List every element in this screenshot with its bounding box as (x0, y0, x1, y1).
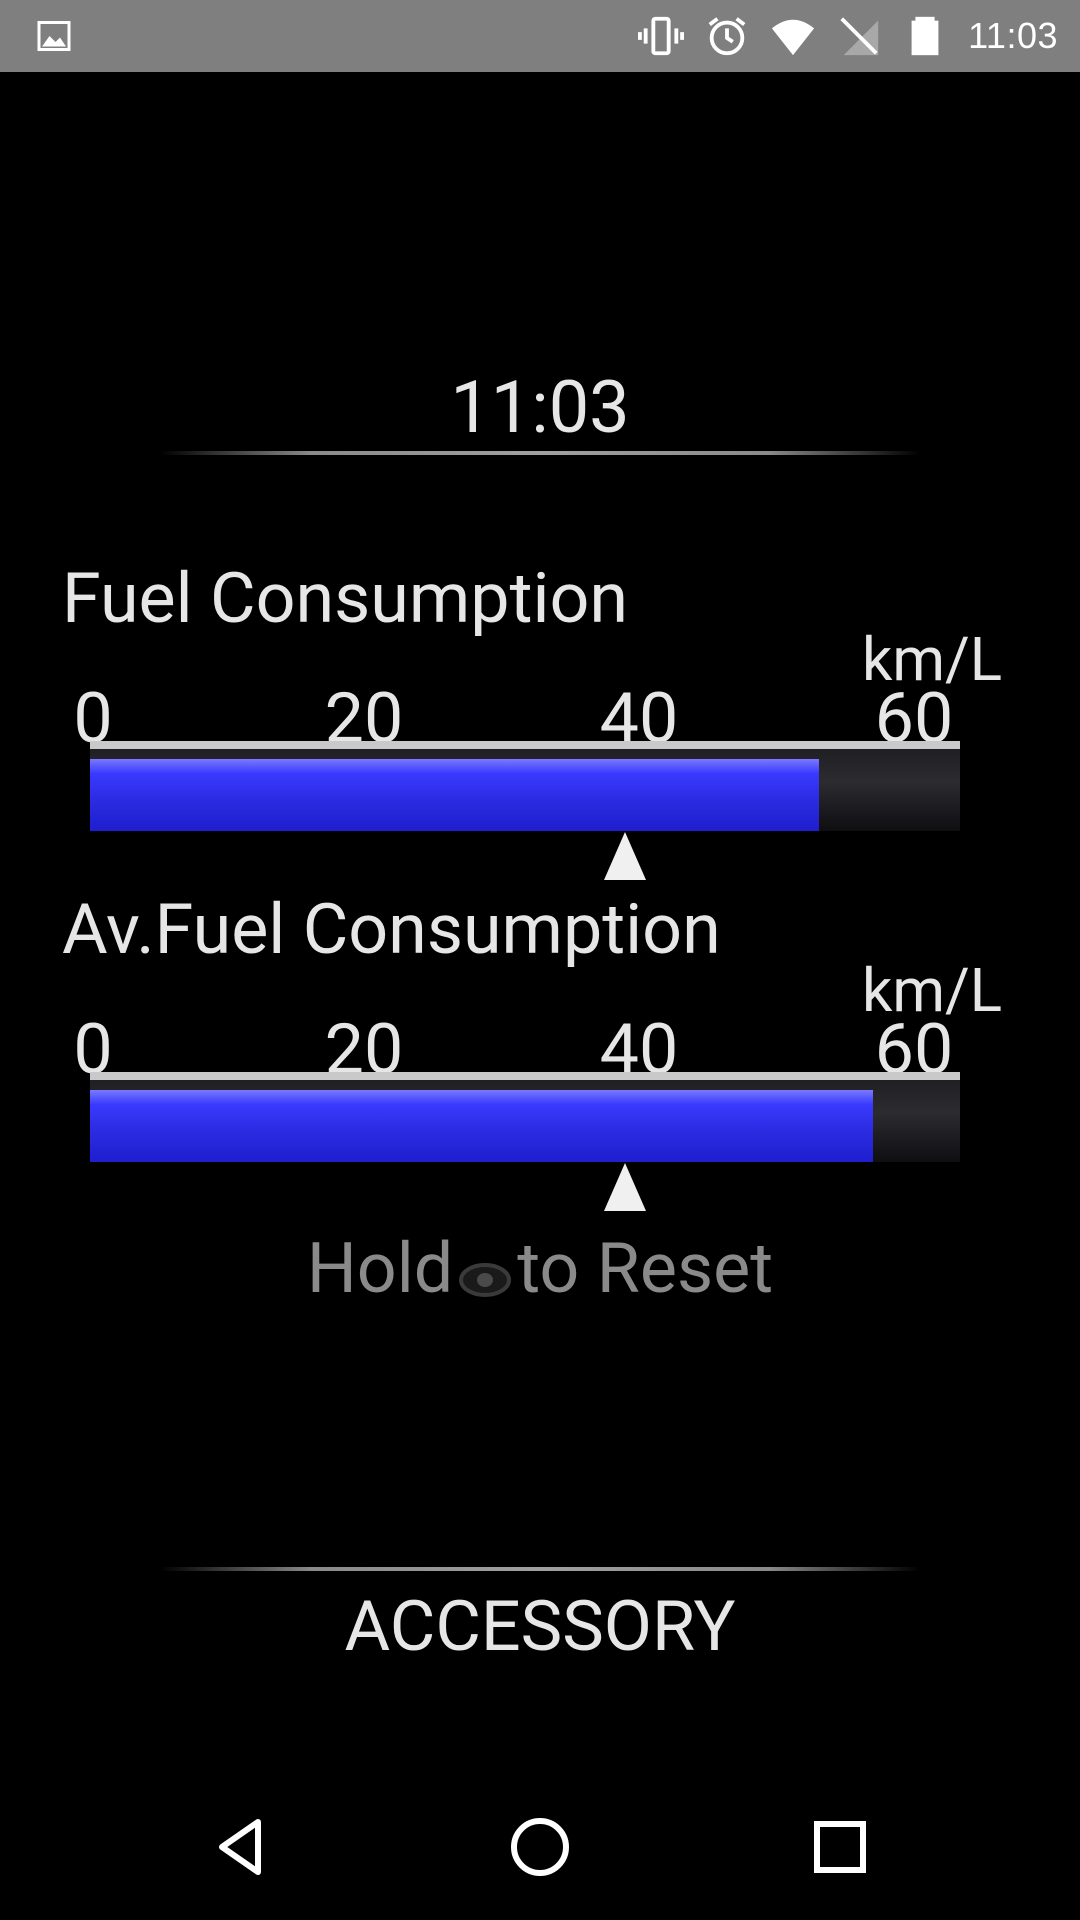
vibrate-icon (638, 16, 685, 56)
clock: 11:03 (450, 365, 630, 450)
status-bar: 11:03 (0, 0, 1080, 72)
reset-hint[interactable]: Hold to Reset (0, 1228, 1080, 1310)
av-fuel-consumption-title: Av.Fuel Consumption (62, 889, 721, 971)
av-fuel-consumption-gauge (90, 1072, 960, 1162)
av-fuel-consumption-marker (604, 1163, 646, 1211)
status-time: 11:03 (968, 15, 1058, 56)
reset-to-reset-label: to Reset (517, 1228, 774, 1310)
recents-icon[interactable] (805, 1812, 875, 1882)
no-sim-icon (840, 17, 879, 56)
fuel-consumption-unit: km/L (862, 624, 1003, 695)
back-icon[interactable] (206, 1812, 276, 1882)
alarm-icon (708, 17, 746, 56)
image-icon (37, 21, 71, 51)
fuel-consumption-gauge (90, 741, 960, 831)
av-fuel-consumption-bar-fill (90, 1090, 873, 1162)
reset-hold-label: Hold (306, 1228, 454, 1310)
divider-top (160, 451, 920, 455)
accessory-label: ACCESSORY (344, 1586, 736, 1668)
battery-icon (911, 16, 939, 56)
av-fuel-consumption-unit: km/L (862, 955, 1003, 1026)
navigation-bar (0, 1774, 1080, 1920)
fuel-consumption-bar-fill (90, 759, 820, 831)
wifi-icon (771, 19, 815, 56)
home-icon[interactable] (505, 1812, 575, 1882)
eye-icon (459, 1263, 512, 1297)
divider-bottom (160, 1567, 920, 1571)
fuel-consumption-marker (604, 832, 646, 880)
fuel-consumption-title: Fuel Consumption (62, 558, 629, 640)
